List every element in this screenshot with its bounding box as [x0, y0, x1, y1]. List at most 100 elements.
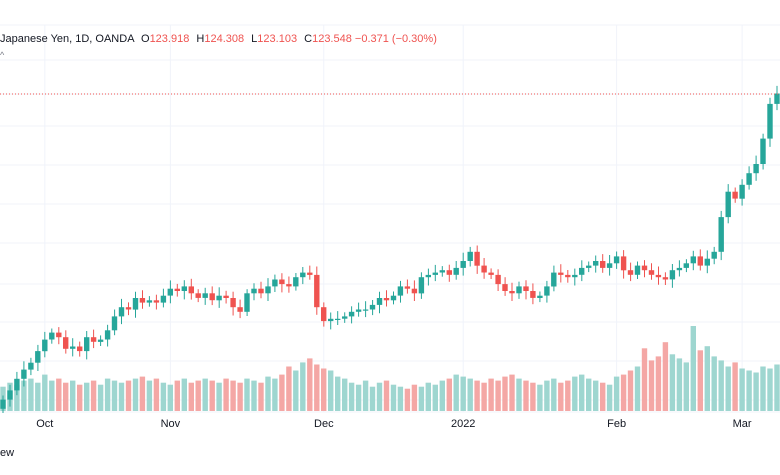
- volume-bar: [439, 380, 445, 411]
- volume-bar: [321, 368, 327, 411]
- volume-bar: [223, 378, 229, 411]
- volume-bar: [411, 384, 418, 411]
- volume-bar: [634, 366, 641, 411]
- high-value: 124.308: [204, 33, 245, 45]
- candle: [153, 300, 160, 303]
- volume-bar: [572, 376, 578, 411]
- candle: [0, 399, 6, 409]
- candle: [411, 288, 418, 294]
- volume-bar: [286, 366, 292, 411]
- candle: [558, 272, 564, 275]
- candle: [648, 270, 655, 275]
- volume-bar: [28, 378, 34, 411]
- x-tick-label: 2022: [451, 418, 475, 430]
- volume-bar: [328, 370, 334, 411]
- candle: [70, 346, 76, 349]
- volume-bar: [97, 384, 104, 411]
- volume-bar: [355, 384, 362, 411]
- volume-bar: [258, 382, 264, 411]
- candle: [265, 286, 271, 294]
- volume-bar: [42, 374, 48, 411]
- candle: [237, 307, 243, 312]
- candle: [600, 261, 606, 268]
- volume-bar: [244, 378, 250, 411]
- candle: [530, 291, 536, 298]
- candle: [767, 103, 773, 139]
- volume-bar: [104, 378, 111, 411]
- candle: [676, 267, 683, 271]
- candle: [523, 286, 529, 291]
- candle: [739, 184, 745, 199]
- candle: [251, 288, 257, 294]
- volume-bar: [397, 386, 404, 411]
- volume-bar: [90, 380, 97, 411]
- volume-bar: [84, 382, 90, 411]
- collapse-icon[interactable]: ^: [0, 50, 5, 60]
- x-tick-label: Dec: [314, 418, 334, 430]
- candle: [509, 291, 515, 294]
- candle: [104, 330, 111, 340]
- candle: [641, 265, 648, 271]
- volume-bar: [509, 374, 515, 411]
- volume-bar: [209, 380, 215, 411]
- candle: [146, 300, 153, 303]
- volume-bar: [56, 378, 62, 411]
- candle: [711, 251, 717, 259]
- candle: [272, 279, 278, 287]
- volume-bar: [495, 380, 501, 411]
- candle: [342, 316, 348, 319]
- candle: [84, 337, 90, 352]
- volume-bar: [77, 384, 83, 411]
- candle: [42, 339, 48, 352]
- volume-bar: [300, 362, 306, 411]
- candle: [328, 318, 334, 322]
- volume-bar: [544, 380, 550, 411]
- volume-bar: [279, 374, 285, 411]
- candle: [620, 256, 627, 271]
- x-tick-label: Feb: [607, 418, 626, 430]
- candle: [35, 351, 41, 363]
- candle: [279, 279, 285, 285]
- x-tick-label: Mar: [733, 418, 752, 430]
- open-value: 123.918: [149, 33, 190, 45]
- volume-bar: [307, 358, 313, 411]
- candle: [174, 288, 180, 291]
- volume-bar: [551, 378, 557, 411]
- volume-bar: [474, 380, 480, 411]
- volume-bar: [118, 382, 125, 411]
- candle: [495, 274, 501, 285]
- volume-bar: [181, 378, 187, 411]
- volume-bar: [314, 364, 320, 411]
- volume-bar: [488, 378, 494, 411]
- candle: [551, 272, 557, 287]
- volume-bar: [63, 382, 69, 411]
- candle: [418, 277, 425, 294]
- volume-bar: [376, 382, 383, 411]
- candle: [572, 274, 578, 278]
- volume-bar: [362, 380, 369, 411]
- volume-bar: [760, 366, 766, 411]
- volume-bar: [293, 370, 299, 411]
- symbol-title: Japanese Yen, 1D, OANDA: [0, 33, 134, 45]
- candle: [181, 286, 187, 291]
- volume-bar: [676, 358, 683, 411]
- close-value: 123.548: [312, 33, 352, 45]
- candle: [544, 286, 550, 296]
- volume-bar: [502, 376, 508, 411]
- open-label: O: [141, 33, 150, 45]
- candle: [307, 272, 313, 275]
- candle: [118, 307, 125, 317]
- volume-bar: [425, 382, 431, 411]
- volume-bar: [718, 360, 724, 411]
- volume-bar: [202, 378, 208, 411]
- candle: [662, 277, 669, 280]
- candle: [111, 316, 118, 331]
- volume-bar: [383, 380, 390, 411]
- candle: [314, 274, 320, 308]
- candle: [355, 309, 362, 312]
- candle: [362, 309, 369, 311]
- candle: [593, 261, 599, 266]
- candle: [746, 173, 752, 185]
